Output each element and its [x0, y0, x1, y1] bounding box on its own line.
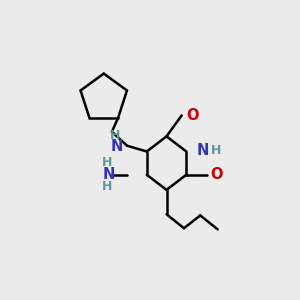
Text: O: O: [186, 108, 198, 123]
Text: N: N: [196, 143, 209, 158]
Text: H: H: [211, 144, 221, 157]
Text: H: H: [102, 180, 112, 193]
Text: H: H: [102, 156, 112, 169]
Text: N: N: [102, 167, 115, 182]
Text: O: O: [211, 167, 223, 182]
Text: H: H: [110, 129, 121, 142]
Text: N: N: [110, 139, 123, 154]
